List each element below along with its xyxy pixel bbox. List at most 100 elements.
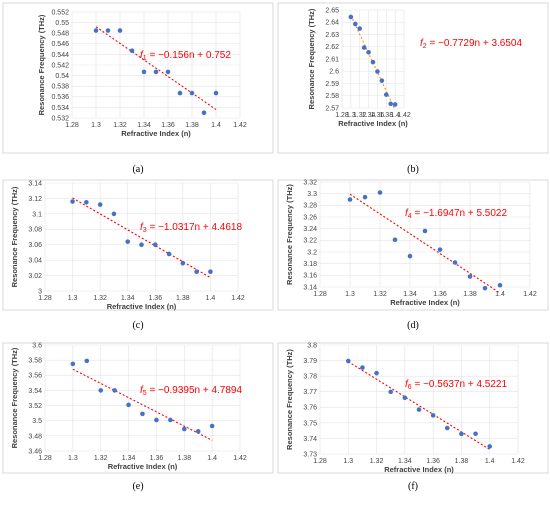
data-point bbox=[140, 411, 145, 417]
x-tick-label: 1.28 bbox=[313, 458, 327, 465]
y-axis-label: Resonance Frequency (THz) bbox=[10, 186, 19, 287]
data-point bbox=[473, 431, 478, 437]
data-point bbox=[444, 425, 450, 431]
y-tick-label: 3.02 bbox=[28, 273, 42, 280]
data-point bbox=[141, 69, 147, 75]
chart-panel-f: 3.73 3.74 3.75 3.76 3.77 3.78 3.79 3.8 1.28 1.3 1.… bbox=[277, 342, 549, 492]
y-tick-label: 3.24 bbox=[303, 226, 317, 233]
panel-frame bbox=[277, 342, 549, 474]
y-tick-label: 0.54 bbox=[55, 73, 69, 80]
y-tick-label: 3.8 bbox=[307, 342, 317, 349]
data-point bbox=[153, 69, 159, 75]
data-point bbox=[165, 69, 171, 75]
x-tick-label: 1.38 bbox=[463, 291, 477, 298]
y-tick-label: 0.532 bbox=[51, 115, 69, 122]
y-tick-label: 3.74 bbox=[303, 436, 317, 443]
x-tick-label: 1.32 bbox=[353, 112, 367, 119]
data-point bbox=[377, 190, 383, 195]
x-tick-label: 1.3 bbox=[346, 112, 356, 119]
y-tick-label: 3.46 bbox=[28, 448, 42, 455]
x-tick-label: 1.34 bbox=[122, 455, 136, 462]
x-tick-label: 1.38 bbox=[455, 458, 469, 465]
data-point bbox=[111, 211, 117, 217]
x-tick-label: 1.32 bbox=[370, 458, 384, 465]
data-point bbox=[362, 194, 368, 200]
x-axis-label: Refractive Index (n) bbox=[107, 302, 177, 311]
data-point bbox=[366, 49, 371, 55]
x-tick-label: 1.28 bbox=[38, 295, 52, 302]
data-point bbox=[482, 285, 488, 291]
panel-caption: (a) bbox=[132, 164, 143, 175]
panel-frame bbox=[2, 2, 274, 154]
trendline bbox=[95, 26, 217, 110]
data-point bbox=[213, 90, 219, 96]
data-point bbox=[139, 242, 144, 248]
x-tick-label: 1.34 bbox=[137, 122, 151, 129]
x-tick-label: 1.38 bbox=[177, 455, 191, 462]
y-axis-label: Resonance Frequency (THz) bbox=[307, 8, 316, 109]
x-tick-label: 1.32 bbox=[373, 291, 387, 298]
data-point bbox=[430, 413, 436, 418]
x-tick-label: 1.28 bbox=[65, 122, 79, 129]
panel-frame bbox=[2, 342, 274, 474]
data-point bbox=[208, 269, 213, 275]
x-tick-label: 1.4 bbox=[206, 295, 216, 302]
panel-caption: (e) bbox=[132, 481, 143, 492]
y-axis-label: Resonance Frequency (THz) bbox=[37, 14, 46, 115]
data-point bbox=[70, 361, 76, 367]
y-tick-label: 0.548 bbox=[51, 31, 69, 38]
data-point bbox=[379, 78, 385, 83]
x-tick-label: 1.4 bbox=[390, 112, 400, 119]
data-point bbox=[189, 90, 195, 96]
x-tick-label: 1.34 bbox=[121, 295, 135, 302]
x-tick-label: 1.34 bbox=[398, 458, 412, 465]
panel-frame bbox=[277, 179, 549, 311]
y-tick-label: 3.48 bbox=[28, 433, 42, 440]
data-point bbox=[201, 110, 207, 115]
data-point bbox=[345, 358, 351, 364]
x-tick-label: 1.36 bbox=[150, 455, 164, 462]
trendline-equation: f6 = −0.5637n + 4.5221 bbox=[405, 379, 507, 391]
y-tick-label: 2.6 bbox=[329, 69, 339, 76]
y-tick-label: 0.538 bbox=[51, 84, 69, 91]
y-tick-label: 2.59 bbox=[325, 81, 339, 88]
y-tick-label: 3.73 bbox=[303, 451, 317, 458]
x-axis-label: Refractive Index (n) bbox=[390, 298, 460, 307]
data-point bbox=[105, 28, 111, 33]
y-tick-label: 2.58 bbox=[325, 93, 339, 100]
data-point bbox=[348, 14, 354, 20]
y-tick-label: 0.552 bbox=[51, 9, 69, 16]
data-point bbox=[195, 429, 201, 434]
x-tick-label: 1.36 bbox=[433, 291, 447, 298]
x-axis-label: Refractive Index (n) bbox=[121, 129, 191, 138]
data-point bbox=[180, 260, 186, 266]
data-point bbox=[166, 251, 172, 257]
y-tick-label: 0.544 bbox=[51, 52, 69, 59]
y-tick-label: 0.536 bbox=[51, 94, 69, 101]
y-tick-label: 3.16 bbox=[303, 273, 317, 280]
y-tick-label: 0.534 bbox=[51, 105, 69, 112]
trendline bbox=[72, 368, 213, 441]
x-tick-label: 1.32 bbox=[93, 295, 107, 302]
data-point bbox=[117, 28, 123, 33]
data-point bbox=[357, 26, 363, 31]
x-tick-label: 1.28 bbox=[335, 112, 349, 119]
y-tick-label: 2.62 bbox=[325, 44, 339, 51]
data-point bbox=[416, 407, 422, 412]
y-tick-label: 3.54 bbox=[28, 388, 42, 395]
data-point bbox=[352, 21, 358, 27]
data-point bbox=[347, 197, 353, 202]
y-tick-label: 3.04 bbox=[28, 258, 42, 265]
trendline bbox=[349, 193, 501, 294]
y-tick-label: 3.14 bbox=[28, 180, 42, 187]
x-tick-label: 1.36 bbox=[426, 458, 440, 465]
data-point bbox=[422, 228, 428, 234]
data-point bbox=[360, 365, 365, 370]
x-tick-label: 1.3 bbox=[68, 295, 78, 302]
x-tick-label: 1.36 bbox=[148, 295, 162, 302]
data-point bbox=[129, 48, 135, 53]
x-tick-label: 1.42 bbox=[397, 112, 411, 119]
x-tick-label: 1.38 bbox=[176, 295, 190, 302]
y-tick-label: 3.22 bbox=[303, 238, 317, 245]
chart-panel-c: 3 3.02 3.04 3.06 3.08 3.1 3.12 3.14 1.28 1.3 1.32 1… bbox=[2, 179, 274, 331]
